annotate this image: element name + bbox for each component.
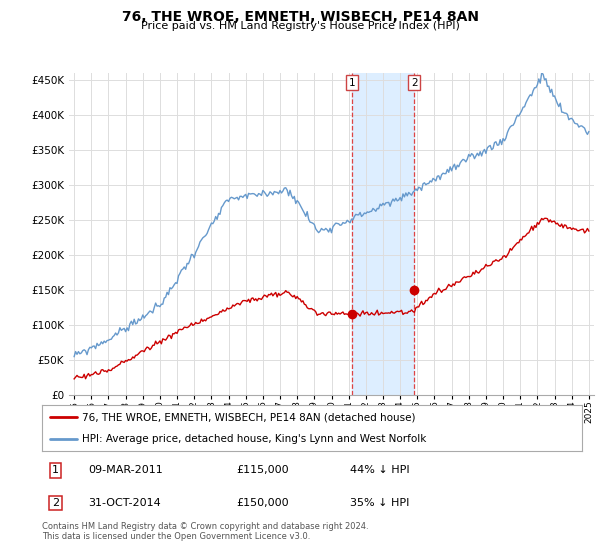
Text: 44% ↓ HPI: 44% ↓ HPI xyxy=(350,465,409,475)
Text: Contains HM Land Registry data © Crown copyright and database right 2024.: Contains HM Land Registry data © Crown c… xyxy=(42,522,368,531)
Text: £115,000: £115,000 xyxy=(236,465,289,475)
Text: This data is licensed under the Open Government Licence v3.0.: This data is licensed under the Open Gov… xyxy=(42,532,310,541)
Text: 1: 1 xyxy=(52,465,59,475)
Text: HPI: Average price, detached house, King's Lynn and West Norfolk: HPI: Average price, detached house, King… xyxy=(83,435,427,444)
Text: 1: 1 xyxy=(349,78,355,87)
Text: 76, THE WROE, EMNETH, WISBECH, PE14 8AN (detached house): 76, THE WROE, EMNETH, WISBECH, PE14 8AN … xyxy=(83,412,416,422)
Text: 2: 2 xyxy=(52,498,59,508)
Text: 31-OCT-2014: 31-OCT-2014 xyxy=(88,498,161,508)
Text: 09-MAR-2011: 09-MAR-2011 xyxy=(88,465,163,475)
Text: 76, THE WROE, EMNETH, WISBECH, PE14 8AN: 76, THE WROE, EMNETH, WISBECH, PE14 8AN xyxy=(121,10,479,24)
Bar xyxy=(352,73,415,395)
Text: Price paid vs. HM Land Registry's House Price Index (HPI): Price paid vs. HM Land Registry's House … xyxy=(140,21,460,31)
Text: 2: 2 xyxy=(411,78,418,87)
Text: 35% ↓ HPI: 35% ↓ HPI xyxy=(350,498,409,508)
Text: £150,000: £150,000 xyxy=(236,498,289,508)
